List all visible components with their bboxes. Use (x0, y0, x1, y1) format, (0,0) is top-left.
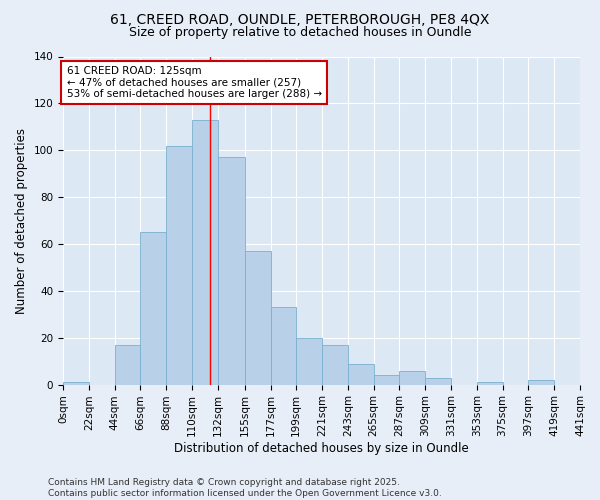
Bar (245, 251, 271, 384)
Bar (400, 370, 425, 384)
Bar (425, 378, 451, 384)
Bar (322, 345, 348, 385)
Bar (296, 338, 322, 384)
Text: 61, CREED ROAD, OUNDLE, PETERBOROUGH, PE8 4QX: 61, CREED ROAD, OUNDLE, PETERBOROUGH, PE… (110, 12, 490, 26)
Text: Size of property relative to detached houses in Oundle: Size of property relative to detached ho… (129, 26, 471, 39)
Bar (529, 380, 554, 384)
Bar (348, 364, 374, 384)
Bar (218, 158, 245, 384)
X-axis label: Distribution of detached houses by size in Oundle: Distribution of detached houses by size … (174, 442, 469, 455)
Bar (166, 146, 192, 384)
Bar (115, 345, 140, 385)
Bar (63, 382, 89, 384)
Text: 61 CREED ROAD: 125sqm
← 47% of detached houses are smaller (257)
53% of semi-det: 61 CREED ROAD: 125sqm ← 47% of detached … (67, 66, 322, 99)
Bar (271, 308, 296, 384)
Bar (477, 382, 503, 384)
Bar (192, 120, 218, 384)
Text: Contains HM Land Registry data © Crown copyright and database right 2025.
Contai: Contains HM Land Registry data © Crown c… (48, 478, 442, 498)
Bar (140, 232, 166, 384)
Bar (374, 375, 400, 384)
Y-axis label: Number of detached properties: Number of detached properties (15, 128, 28, 314)
